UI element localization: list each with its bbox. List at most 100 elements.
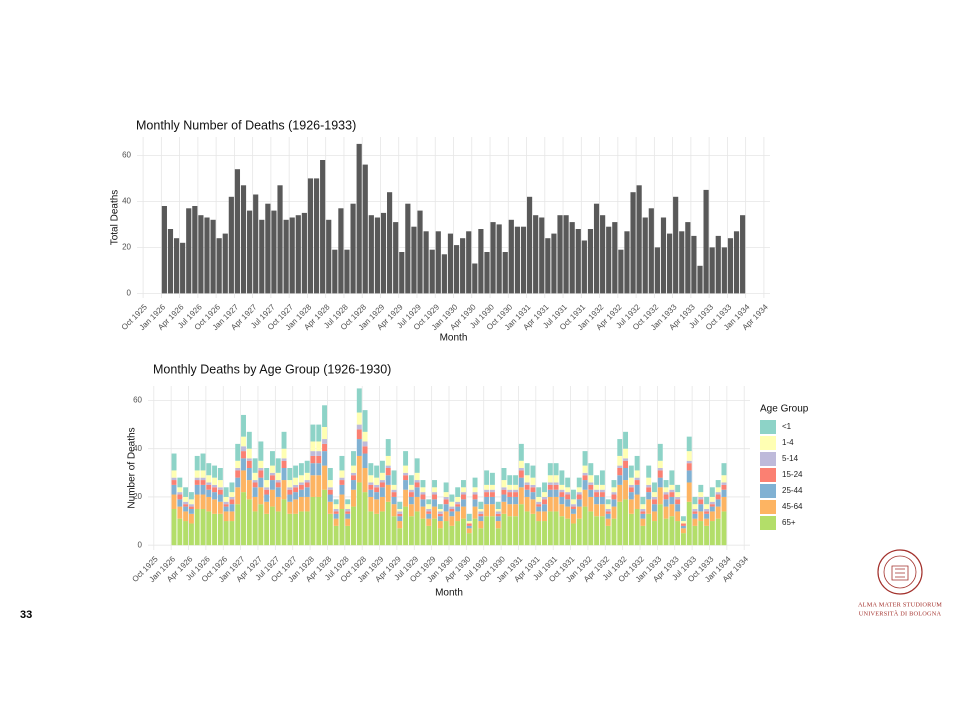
bar-segment <box>252 487 258 497</box>
bar-segment <box>553 475 559 483</box>
bar-segment <box>391 496 397 505</box>
bar-segment <box>640 504 646 509</box>
bar-segment <box>298 482 304 485</box>
bar-segment <box>235 460 241 468</box>
bar-segment <box>200 480 206 485</box>
bar-segment <box>258 470 264 478</box>
bar-segment <box>686 460 692 464</box>
bar-segment <box>391 492 397 497</box>
bar-segment <box>489 516 495 546</box>
bar-segment <box>269 451 275 466</box>
bar-segment <box>235 443 241 461</box>
bar <box>587 229 594 294</box>
bar-segment <box>461 518 466 546</box>
legend-title: Age Group <box>760 404 809 415</box>
bar-segment <box>188 506 194 509</box>
bar-segment <box>252 472 258 481</box>
bar-segment <box>652 521 657 546</box>
bar-segment <box>675 496 681 500</box>
bar <box>563 215 569 294</box>
bar-segment <box>356 388 362 413</box>
page-number: 33 <box>20 609 32 621</box>
bar-segment <box>316 441 322 452</box>
bar-segment <box>171 470 177 478</box>
bar-segment <box>675 504 681 512</box>
bar-segment <box>680 521 686 524</box>
bar-segment <box>617 468 623 476</box>
bar <box>606 226 612 294</box>
bar-segment <box>200 477 206 481</box>
bar-segment <box>542 482 547 493</box>
bar-segment <box>565 477 571 488</box>
bar-segment <box>698 492 704 497</box>
bar <box>259 219 265 294</box>
bar-segment <box>472 518 478 546</box>
bar-segment <box>484 504 490 517</box>
bar-segment <box>235 468 241 471</box>
bar-segment <box>339 455 345 471</box>
bar-segment <box>420 506 426 519</box>
bar-segment <box>565 506 571 519</box>
legend-key <box>760 516 776 530</box>
bar-segment <box>698 504 704 512</box>
bar-segment <box>310 451 316 456</box>
bar-segment <box>188 504 194 507</box>
bar <box>514 226 520 294</box>
bar-segment <box>414 458 420 473</box>
bar-segment <box>183 504 189 507</box>
bar-segment <box>414 487 420 497</box>
bar-segment <box>582 472 588 476</box>
bar-segment <box>709 496 715 502</box>
bar-segment <box>518 460 524 468</box>
bar-segment <box>617 465 623 468</box>
bar-segment <box>264 494 270 502</box>
bar-segment <box>322 443 328 452</box>
bar-segment <box>391 504 397 517</box>
bar <box>405 203 411 294</box>
bar-segment <box>246 460 252 468</box>
bar-segment <box>379 472 385 481</box>
bar-segment <box>599 492 605 497</box>
bar-segment <box>408 504 414 517</box>
bar-segment <box>246 431 252 449</box>
bar-segment <box>408 484 414 490</box>
bar-segment <box>663 480 669 488</box>
bar-segment <box>495 501 501 509</box>
bar-segment <box>420 518 426 546</box>
bar <box>569 222 575 294</box>
bar <box>326 219 332 294</box>
bar-segment <box>281 431 287 449</box>
bar-segment <box>258 460 264 468</box>
bar <box>447 233 454 294</box>
bar-segment <box>652 499 657 505</box>
bar-segment <box>617 475 623 485</box>
bar-segment <box>623 499 629 546</box>
bar-segment <box>420 494 426 500</box>
bar-segment <box>646 477 652 485</box>
bar-segment <box>611 494 617 500</box>
bar <box>618 249 624 294</box>
bar-segment <box>530 465 536 478</box>
bar-segment <box>333 504 339 509</box>
bar-segment <box>588 463 594 476</box>
bar-segment <box>374 487 380 493</box>
bar-segment <box>455 504 461 507</box>
bar-segment <box>565 494 571 500</box>
bar-segment <box>524 475 530 483</box>
bar-segment <box>171 480 177 485</box>
bar-segment <box>669 470 675 485</box>
bar-segment <box>241 451 246 459</box>
bar-segment <box>680 528 686 534</box>
bar-segment <box>194 477 200 481</box>
bar-segment <box>437 511 443 514</box>
legend-label: 25-44 <box>782 486 803 495</box>
bar-segment <box>553 482 559 485</box>
bar <box>709 247 715 294</box>
bar <box>557 215 563 294</box>
bar-segment <box>594 484 600 490</box>
bar-segment <box>443 482 449 493</box>
bar-segment <box>675 499 681 505</box>
bar-segment <box>339 494 345 509</box>
bar-segment <box>495 513 501 517</box>
bar <box>271 210 277 294</box>
